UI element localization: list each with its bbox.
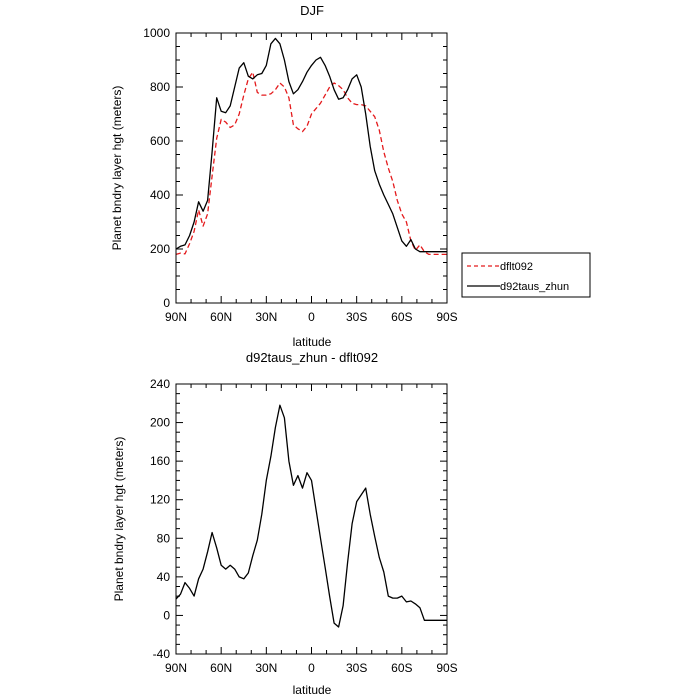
bottom-xtick-label: 30S — [346, 661, 367, 675]
top-xtick-label: 90N — [165, 310, 187, 324]
bottom-ytick-label: 80 — [157, 531, 171, 545]
bottom-xtick-label: 60S — [391, 661, 412, 675]
top-series-line-dflt092 — [175, 71, 447, 256]
legend-box — [461, 252, 591, 298]
bottom-ytick-label: -40 — [153, 647, 171, 661]
bottom-chart-panel: d92taus_zhun - dflt092 -40 0 40 80 120 160 200… — [112, 350, 458, 697]
bottom-ytick-label: 120 — [150, 493, 170, 507]
top-xtick-label: 60S — [391, 310, 412, 324]
top-ytick-label: 600 — [150, 134, 170, 148]
bottom-x-axis-label: latitude — [293, 683, 332, 697]
top-xtick-label: 30S — [346, 310, 367, 324]
top-ytick-label: 200 — [150, 242, 170, 256]
top-y-axis-label: Planet bndry layer hgt (meters) — [110, 86, 124, 251]
bottom-xtick-label: 60N — [210, 661, 232, 675]
legend-label-dflt092: dflt092 — [500, 261, 533, 273]
bottom-xtick-label: 0 — [308, 661, 315, 675]
top-x-axis-label: latitude — [293, 335, 332, 349]
legend-label-d92taus_zhun: d92taus_zhun — [500, 281, 569, 293]
legend: dflt092 d92taus_zhun — [461, 252, 591, 298]
bottom-y-axis-label: Planet bndry layer hgt (meters) — [112, 437, 126, 602]
top-xtick-label: 0 — [308, 310, 315, 324]
bottom-ytick-label: 200 — [150, 416, 170, 430]
top-xtick-label: 30N — [255, 310, 277, 324]
bottom-ytick-label: 40 — [157, 570, 171, 584]
top-chart-panel: DJF 0 200 400 600 800 1000 90N 60N 30N 0 30S 60S 90… — [110, 3, 458, 349]
top-xtick-label: 60N — [210, 310, 232, 324]
top-xtick-label: 90S — [436, 310, 457, 324]
bottom-chart-title: d92taus_zhun - dflt092 — [246, 350, 378, 365]
bottom-ytick-label: 0 — [163, 608, 170, 622]
bottom-series-line-0 — [175, 404, 447, 628]
top-ytick-label: 1000 — [143, 26, 170, 40]
bottom-ytick-label: 160 — [150, 454, 170, 468]
top-ytick-label: 400 — [150, 188, 170, 202]
bottom-ytick-label: 240 — [150, 377, 170, 391]
top-ytick-label: 0 — [163, 296, 170, 310]
bottom-xtick-label: 90S — [436, 661, 457, 675]
top-plot-frame — [175, 32, 448, 304]
bottom-plot-frame — [175, 383, 448, 655]
bottom-xtick-label: 90N — [165, 661, 187, 675]
top-ytick-label: 800 — [150, 80, 170, 94]
top-chart-title: DJF — [300, 3, 324, 18]
top-series-line-d92taus_zhun — [175, 37, 447, 253]
bottom-xtick-label: 30N — [255, 661, 277, 675]
